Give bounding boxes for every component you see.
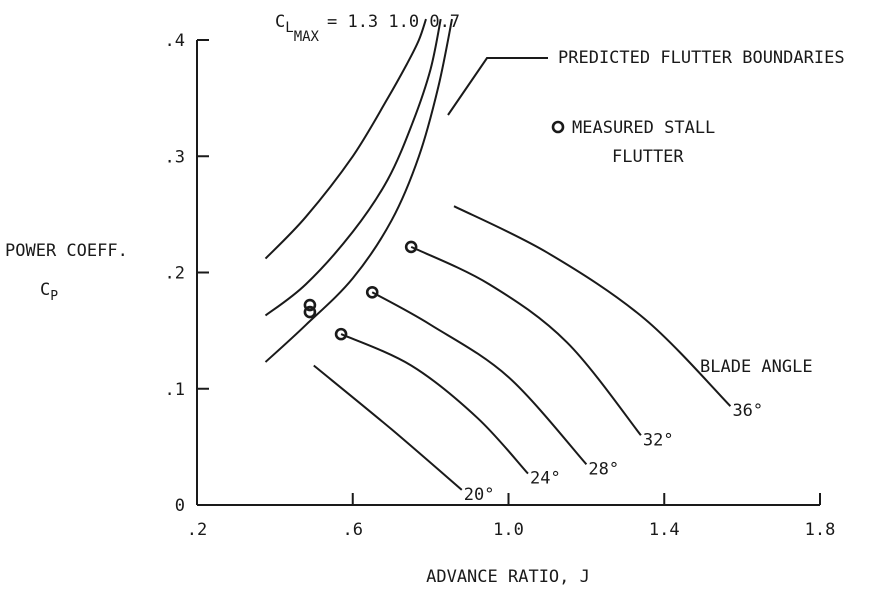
axis-ticks	[196, 39, 821, 506]
y-tick-label: .3	[165, 147, 185, 167]
blade-angle-curve	[453, 205, 732, 407]
y-tick-label: .2	[165, 264, 185, 284]
measured-points	[303, 240, 418, 341]
x-tick-label: 1.8	[805, 520, 836, 540]
x-tick-label: .6	[343, 520, 363, 540]
axis-tick-labels: .2 .6 1.0 1.4 1.8 0 .1 .2 .3 .4	[165, 31, 836, 540]
blade-angle-curve	[313, 364, 463, 491]
y-axis-title: POWER COEFF.	[5, 241, 128, 261]
clmax-header: CLMAX= 1.3 1.0 0.7	[275, 12, 460, 45]
flutter-boundary-curve	[264, 18, 427, 260]
y-tick-label: .4	[165, 31, 185, 51]
flutter-boundary-curve	[264, 18, 442, 317]
measured-stall-label-line1: MEASURED STALL	[572, 118, 715, 138]
x-tick-label: 1.4	[649, 520, 680, 540]
x-axis-title: ADVANCE RATIO, J	[426, 567, 590, 587]
measured-flutter-point	[404, 240, 418, 254]
blade-angle-curve-label: 24°	[530, 469, 561, 489]
blade-angle-label: BLADE ANGLE	[700, 357, 813, 377]
x-tick-label: .2	[187, 520, 207, 540]
legend-marker	[551, 120, 565, 134]
flutter-boundaries-label: PREDICTED FLUTTER BOUNDARIES	[558, 48, 845, 68]
blade-angle-curve-label: 36°	[732, 401, 763, 421]
blade-angle-curve	[340, 333, 529, 475]
blade-angle-curve-label: 20°	[464, 485, 495, 505]
x-tick-label: 1.0	[493, 520, 524, 540]
flutter-boundary-curves	[264, 18, 453, 363]
blade-angle-labels: 20° 24° 28° 32° 36°	[464, 401, 763, 505]
blade-angle-curve-label: 28°	[588, 459, 619, 479]
y-tick-label: 0	[175, 496, 185, 516]
blade-angle-curve-label: 32°	[643, 430, 674, 450]
blade-angle-curve	[371, 291, 588, 465]
y-axis-symbol: CP	[40, 280, 58, 304]
blade-angle-curves	[313, 205, 732, 491]
y-tick-label: .1	[165, 380, 185, 400]
measured-flutter-point	[365, 285, 379, 299]
measured-flutter-point	[303, 305, 317, 319]
measured-stall-label-line2: FLUTTER	[612, 147, 684, 167]
blade-angle-curve	[410, 245, 642, 436]
measured-flutter-point	[334, 327, 348, 341]
flutter-boundary-curve	[264, 18, 453, 363]
measured-flutter-point	[303, 298, 317, 312]
flutter-boundaries-leader	[447, 57, 548, 116]
